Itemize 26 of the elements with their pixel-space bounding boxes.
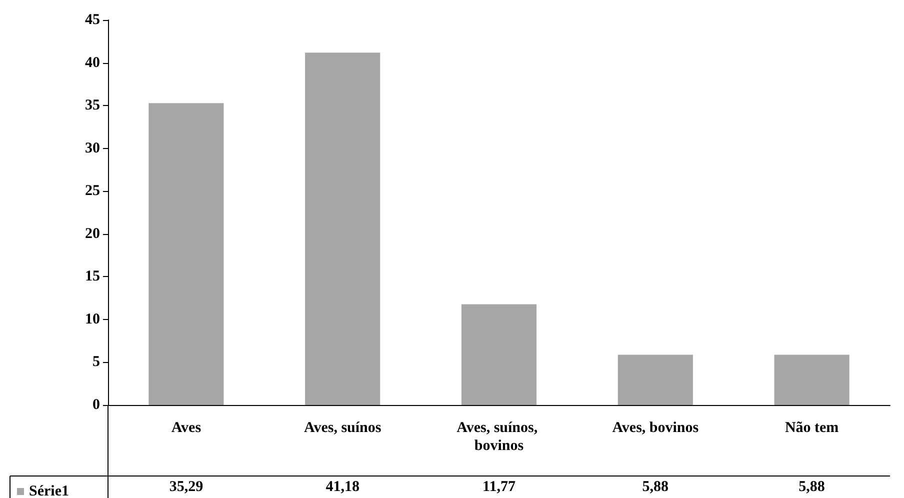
bar [774, 354, 850, 405]
bar [461, 304, 537, 405]
legend-label: Série1 [29, 484, 69, 498]
y-tick-label: 25 [85, 183, 100, 200]
x-tick-label: Aves, suínos, bovinos [456, 420, 542, 454]
y-tick-label: 10 [85, 311, 100, 328]
x-tick-label: Aves, bovinos [612, 420, 699, 436]
y-tick-label: 20 [85, 226, 100, 242]
y-tick-label: 0 [92, 397, 100, 413]
y-tick-label: 45 [85, 12, 100, 28]
data-label: 11,77 [482, 479, 516, 495]
bar [305, 52, 380, 405]
bar [618, 354, 693, 405]
x-tick-label: Aves [171, 420, 202, 436]
y-tick-label: 35 [85, 98, 100, 114]
y-tick-label: 15 [85, 268, 100, 285]
y-tick-label: 5 [92, 354, 100, 370]
data-label: 5,88 [798, 479, 825, 495]
data-label: 41,18 [326, 479, 360, 495]
y-tick-label: 30 [85, 140, 100, 156]
bar [148, 103, 224, 405]
data-label: 5,88 [642, 479, 669, 495]
data-label: 35,29 [169, 479, 204, 495]
x-tick-label: Não tem [784, 420, 840, 436]
x-tick-label: Aves, suínos [304, 420, 382, 436]
y-tick-label: 40 [85, 54, 100, 71]
